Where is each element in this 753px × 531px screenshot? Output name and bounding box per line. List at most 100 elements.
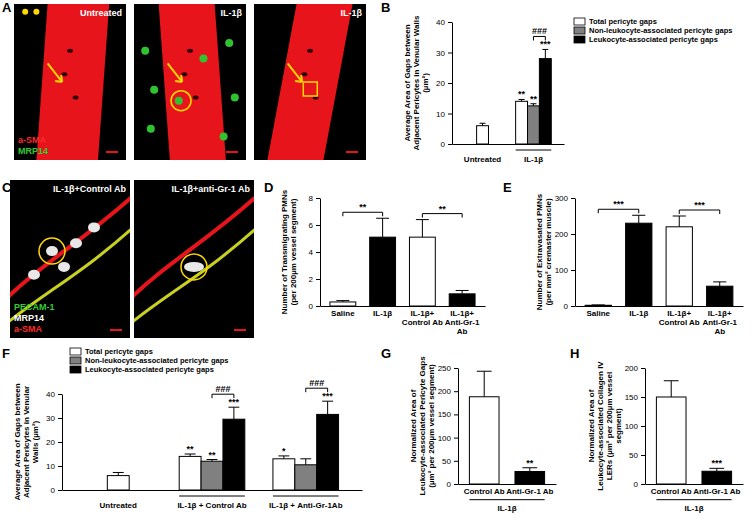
y-tick-label: 30 <box>436 49 445 58</box>
group-line <box>179 496 245 497</box>
image-label: IL-1β <box>341 8 363 18</box>
x-tick-label-line: Ab <box>714 327 725 336</box>
legend-swatch <box>70 357 81 364</box>
y-tick: 200 <box>555 230 575 239</box>
legend: Total pericyte gapsNon-leukocyte-associa… <box>70 347 228 374</box>
legend-item: Non-leukocyte-associated pericyte gaps <box>574 26 732 35</box>
bar <box>295 465 317 490</box>
error-bar <box>592 304 605 305</box>
error-bar <box>300 459 311 465</box>
y-tick: 20 <box>436 79 452 88</box>
y-tick-mark <box>316 279 320 280</box>
y-tick-mark <box>571 306 575 307</box>
y-axis: 0100200300 <box>555 194 576 311</box>
y-tick-mark <box>571 270 575 271</box>
y-tick-label: 200 <box>555 230 569 239</box>
bar <box>179 456 201 490</box>
y-tick-label: 100 <box>438 434 452 443</box>
x-axis: UntreatedIL-1β <box>453 144 565 164</box>
y-axis-title-line: Normalized Area of <box>409 389 418 462</box>
y-tick-mark <box>448 22 452 23</box>
y-tick: 100 <box>625 422 645 431</box>
error-bar <box>228 407 239 419</box>
significance: ** <box>518 89 526 99</box>
y-tick: 50 <box>629 451 645 460</box>
x-axis-title: IL-1β <box>497 504 516 513</box>
significance: *** <box>540 39 551 49</box>
y-tick-label: 0 <box>564 302 569 311</box>
y-tick-mark <box>641 455 645 456</box>
y-axis-title-line: Number of Transmigrating PMNs <box>280 189 289 314</box>
legend-swatch <box>574 18 585 25</box>
y-tick-mark <box>58 442 62 443</box>
y-tick-mark <box>58 490 62 491</box>
error-bar <box>416 220 429 238</box>
y-tick: 2 <box>309 275 320 284</box>
significance: *** <box>712 458 723 468</box>
cell <box>220 133 228 141</box>
gap <box>307 49 313 53</box>
x-axis: Saline IL-1β IL-1β+Control AbIL-1β+Anti-Gr… <box>576 306 744 336</box>
x-tick: Anti-Gr-1 Ab <box>506 484 553 496</box>
x-tick-label: IL-1β+Anti-Gr-1Ab <box>445 309 480 336</box>
y-tick-mark <box>58 394 62 395</box>
gap <box>193 96 199 100</box>
x-tick-label-line: IL-1β <box>629 309 648 318</box>
y-tick-mark <box>58 466 62 467</box>
bar <box>223 419 245 490</box>
scale-bar <box>110 329 122 331</box>
panel-letter: F <box>2 346 10 361</box>
chart: F***********######010203040Average Area … <box>2 346 363 510</box>
plot-marks <box>477 49 552 144</box>
legend-swatch <box>70 348 81 355</box>
chart: G**050100150200250Normalized Area ofLeuk… <box>381 346 557 513</box>
y-tick-label: 0 <box>634 480 639 489</box>
y-tick: 40 <box>46 390 62 399</box>
marker-dot <box>33 9 39 15</box>
y-tick: 30 <box>436 49 452 58</box>
image-label: IL-1β+anti-Gr-1 Ab <box>172 184 251 194</box>
x-tick-label-line: Control Ab <box>651 487 692 496</box>
cell <box>28 270 40 280</box>
y-axis-title-line: Normalized Area of <box>587 389 596 462</box>
vessel-wall <box>134 220 254 331</box>
y-tick-label: 200 <box>625 364 639 373</box>
x-tick-label-line: Anti-Gr-1 Ab <box>693 487 740 496</box>
image-label: IL-1β+Control Ab <box>53 184 126 194</box>
image-panel: IL-1β+Control AbPECAM-1MRP14a-SMA <box>0 180 142 338</box>
x-tick: IL-1β+Anti-Gr-1Ab <box>702 306 737 336</box>
x-tick: Control Ab <box>651 484 692 496</box>
x-tick: Saline <box>586 306 610 318</box>
y-axis-title-line: Adjacent Pericytes in Venular <box>22 386 31 498</box>
error-bar <box>519 99 525 101</box>
image-background <box>134 180 254 338</box>
y-tick-mark <box>641 397 645 398</box>
y-tick-label: 20 <box>46 438 55 447</box>
x-tick-label: IL-1β+Control Ab <box>402 309 443 327</box>
figure: AUntreateda-SMAMRP14IL-1βIL-1βCIL-1β+Con… <box>0 0 753 531</box>
y-tick-label: 10 <box>436 110 445 119</box>
legend-label: Total pericyte gaps <box>85 347 153 356</box>
marker-dot <box>22 9 28 15</box>
x-tick: IL-1β <box>524 144 543 164</box>
stain-label: a-SMA <box>14 324 43 334</box>
y-tick-mark <box>316 306 320 307</box>
chart: B*******###010203040Average Area of Gaps… <box>381 0 732 164</box>
x-tick-label-line: Ab <box>457 327 468 336</box>
group-line <box>516 150 552 151</box>
highlight-circle <box>181 254 207 280</box>
x-tick-label: IL-1β+Control Ab <box>659 309 700 327</box>
y-axis-title-line: Leukocyte-associated Pericyte Gaps <box>418 356 427 496</box>
error-bar <box>542 49 548 58</box>
gap <box>73 96 79 100</box>
y-tick-label: 10 <box>46 462 55 471</box>
legend-swatch <box>574 27 585 34</box>
y-axis-title-line: (per 200µm vessel segment) <box>289 198 298 305</box>
bar <box>528 106 540 144</box>
panel-letter: H <box>570 346 579 361</box>
bar <box>201 461 223 490</box>
comparison-label: ### <box>309 378 324 388</box>
x-tick-label-line: IL-1β + Anti-Gr-1Ab <box>269 501 343 510</box>
y-tick-mark <box>641 484 645 485</box>
plot-marks <box>585 215 733 306</box>
